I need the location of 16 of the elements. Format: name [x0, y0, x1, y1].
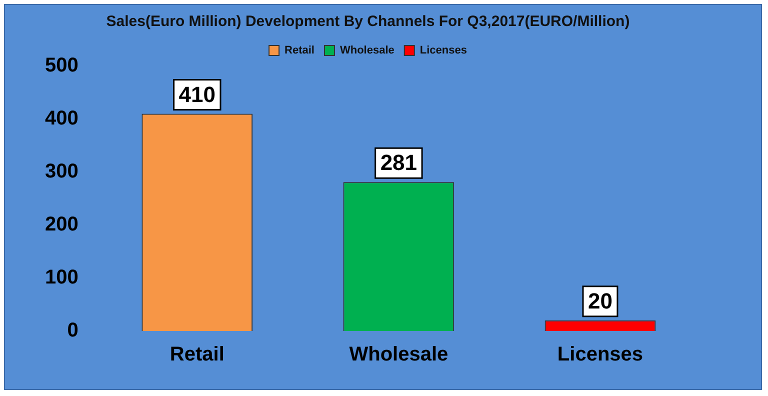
- legend-label: Wholesale: [340, 44, 394, 57]
- data-label: 20: [588, 288, 612, 314]
- legend-label: Licenses: [420, 44, 467, 57]
- x-tick-label: Retail: [170, 344, 224, 366]
- y-tick-label: 100: [44, 266, 78, 289]
- x-tick-label: Wholesale: [349, 344, 448, 366]
- data-label: 410: [178, 82, 216, 107]
- y-tick-label: 0: [67, 320, 78, 342]
- data-label: 281: [380, 150, 418, 176]
- y-tick-label: 300: [44, 160, 78, 183]
- x-tick-label: Licenses: [557, 344, 644, 366]
- y-tick-label: 500: [44, 54, 78, 77]
- legend-label: Retail: [284, 44, 314, 57]
- chart-title: Sales(Euro Million) Development By Channels For Q3,2017(EURO/Million): [106, 13, 630, 30]
- y-tick-label: 400: [44, 108, 78, 130]
- y-tick-label: 200: [44, 214, 78, 236]
